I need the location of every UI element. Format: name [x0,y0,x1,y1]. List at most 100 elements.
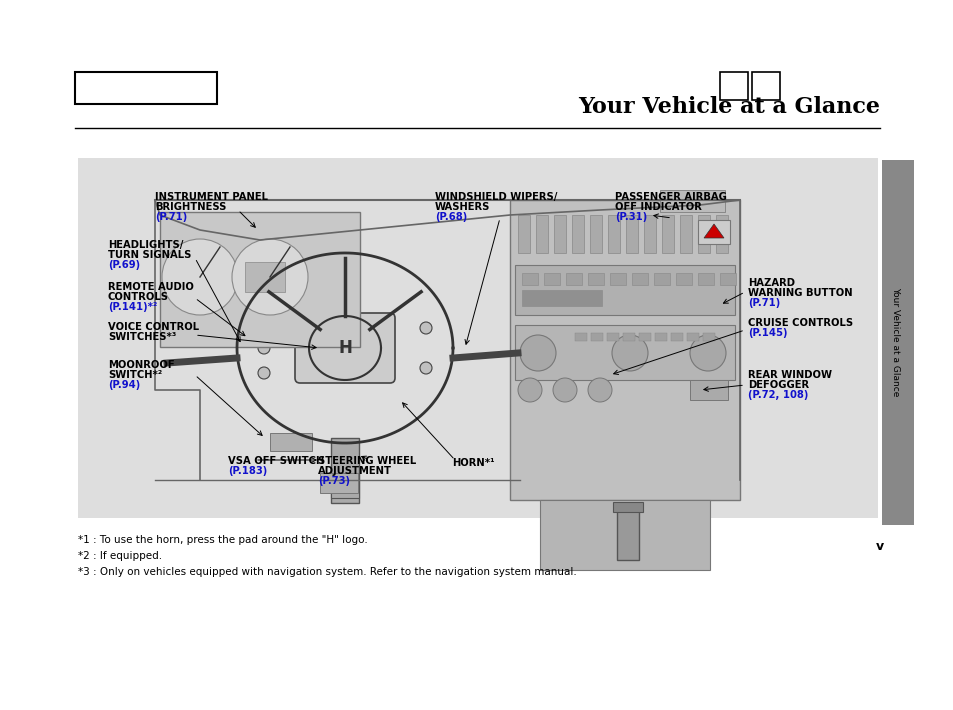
Text: *1 : To use the horn, press the pad around the "H" logo.: *1 : To use the horn, press the pad arou… [78,535,367,545]
Text: ADJUSTMENT: ADJUSTMENT [317,466,392,476]
Text: HEADLIGHTS/: HEADLIGHTS/ [108,240,183,250]
Bar [613,502,642,512]
Text: (P.31): (P.31) [615,212,646,222]
Text: CRUISE CONTROLS: CRUISE CONTROLS [747,318,852,328]
Text: VSA OFF SWITCH: VSA OFF SWITCH [228,456,324,466]
Circle shape [419,362,432,374]
Bar [515,265,734,315]
Bar [521,290,601,306]
Text: (P.183): (P.183) [228,466,267,476]
Bar [590,333,602,341]
Circle shape [517,378,541,402]
Bar [510,200,740,500]
Bar [661,215,673,253]
Text: Your Vehicle at a Glance: Your Vehicle at a Glance [890,288,900,397]
Text: (P.68): (P.68) [435,212,467,222]
Bar [639,333,650,341]
Bar [751,72,780,100]
Bar [75,72,216,104]
Bar [331,438,358,503]
Bar [245,262,285,292]
Text: WINDSHIELD WIPERS/: WINDSHIELD WIPERS/ [435,192,557,202]
Text: (P.94): (P.94) [108,380,140,390]
Bar [606,333,618,341]
Bar [515,325,734,380]
Bar [686,333,699,341]
Circle shape [257,317,270,329]
Bar [625,215,638,253]
Bar [716,215,727,253]
Text: WARNING BUTTON: WARNING BUTTON [747,288,852,298]
Bar [622,333,635,341]
Circle shape [257,367,270,379]
Text: HAZARD: HAZARD [747,278,794,288]
Circle shape [689,335,725,371]
Circle shape [419,322,432,334]
Bar [720,72,747,100]
Text: (P.71): (P.71) [747,298,780,308]
Circle shape [612,335,647,371]
Bar [720,273,735,285]
Bar [676,273,691,285]
Bar [689,380,727,400]
Text: VOICE CONTROL: VOICE CONTROL [108,322,199,332]
Bar [698,215,709,253]
Text: (P.72, 108): (P.72, 108) [747,390,807,400]
Bar [554,215,565,253]
Circle shape [553,378,577,402]
Text: SWITCH*²: SWITCH*² [108,370,162,380]
Bar [539,500,709,570]
Text: STEERING WHEEL: STEERING WHEEL [317,456,416,466]
Text: BRIGHTNESS: BRIGHTNESS [154,202,226,212]
Bar [587,273,603,285]
Bar [679,215,691,253]
Bar [536,215,547,253]
Text: SWITCHES*³: SWITCHES*³ [108,332,176,342]
Text: REMOTE AUDIO: REMOTE AUDIO [108,282,193,292]
Bar [543,273,559,285]
Bar [565,273,581,285]
Bar [654,273,669,285]
Text: REAR WINDOW: REAR WINDOW [747,370,831,380]
Bar [609,273,625,285]
Circle shape [257,342,270,354]
Text: H: H [337,339,352,357]
Bar [78,158,877,518]
Bar [698,220,729,244]
Bar [659,190,724,212]
Text: v: v [875,540,883,553]
Text: CONTROLS: CONTROLS [108,292,169,302]
Text: MOONROOF: MOONROOF [108,360,174,370]
Bar [517,215,530,253]
Bar [607,215,619,253]
Circle shape [519,335,556,371]
Circle shape [232,239,308,315]
Bar [631,273,647,285]
Circle shape [587,378,612,402]
Bar [589,215,601,253]
Bar [160,212,359,347]
Bar [617,505,639,560]
Bar [319,473,357,493]
Text: (P.69): (P.69) [108,260,140,270]
Bar [882,160,913,525]
Bar [702,333,714,341]
Bar [572,215,583,253]
FancyBboxPatch shape [294,313,395,383]
Text: (P.71): (P.71) [154,212,187,222]
Text: *2 : If equipped.: *2 : If equipped. [78,551,162,561]
Text: PASSENGER AIRBAG: PASSENGER AIRBAG [615,192,726,202]
Text: DEFOGGER: DEFOGGER [747,380,808,390]
Bar [270,433,312,451]
Text: INSTRUMENT PANEL: INSTRUMENT PANEL [154,192,268,202]
Text: Your Vehicle at a Glance: Your Vehicle at a Glance [578,96,879,118]
Bar [575,333,586,341]
Text: (P.145): (P.145) [747,328,786,338]
Text: (P.73): (P.73) [317,476,350,486]
Text: WASHERS: WASHERS [435,202,490,212]
Bar [655,333,666,341]
Text: (P.141)*²: (P.141)*² [108,302,157,312]
Bar [698,273,713,285]
Bar [643,215,656,253]
Text: *3 : Only on vehicles equipped with navigation system. Refer to the navigation s: *3 : Only on vehicles equipped with navi… [78,567,577,577]
